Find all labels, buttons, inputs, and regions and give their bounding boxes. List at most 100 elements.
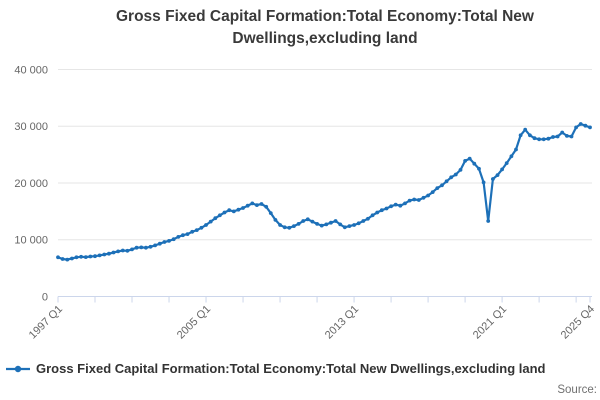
series-marker	[342, 225, 347, 230]
series-marker	[407, 198, 412, 203]
series-marker	[204, 223, 208, 227]
series-marker	[176, 235, 181, 239]
series-marker	[296, 222, 301, 226]
series-marker	[333, 219, 338, 223]
series-marker	[153, 243, 158, 248]
x-axis-label: 2013 Q1	[323, 303, 361, 341]
series-marker	[361, 219, 366, 223]
series-marker	[167, 239, 171, 243]
series-marker	[458, 168, 463, 172]
series-marker	[504, 161, 509, 166]
series-marker	[181, 233, 185, 238]
legend-marker-icon	[6, 365, 30, 372]
series-marker	[268, 211, 273, 216]
series-marker	[541, 137, 546, 142]
series-marker	[130, 247, 134, 252]
x-axis-label: 2005 Q1	[175, 303, 213, 341]
series-marker	[366, 216, 370, 221]
series-marker	[97, 253, 102, 258]
series-marker	[287, 225, 292, 230]
series-marker	[107, 251, 111, 256]
series-marker	[264, 204, 269, 209]
series-marker	[250, 201, 255, 206]
series-marker	[88, 254, 93, 259]
series-marker	[588, 125, 592, 130]
series-marker	[292, 224, 296, 229]
series-marker	[259, 202, 264, 206]
series-marker	[236, 207, 241, 212]
series-marker	[565, 134, 569, 138]
series-group[interactable]	[56, 122, 592, 262]
series-marker	[546, 136, 551, 141]
series-marker	[412, 197, 417, 202]
series-marker	[416, 198, 421, 202]
series-marker	[384, 206, 389, 211]
series-marker	[144, 245, 148, 250]
series-marker	[310, 219, 315, 224]
series-marker	[430, 190, 435, 195]
series-marker	[389, 204, 393, 209]
series-marker	[435, 186, 440, 191]
series-marker	[356, 221, 361, 226]
series-marker	[301, 219, 306, 223]
series-marker	[194, 228, 199, 233]
y-axis-label: 20 000	[14, 178, 48, 190]
legend: Gross Fixed Capital Formation:Total Econ…	[5, 361, 597, 376]
series-marker	[352, 223, 356, 227]
chart-title-line1: Gross Fixed Capital Formation:Total Econ…	[116, 8, 534, 25]
series-marker	[440, 183, 444, 188]
series-marker	[231, 209, 236, 214]
series-marker	[338, 222, 343, 227]
series-marker	[398, 203, 403, 208]
series-marker	[370, 213, 375, 218]
series-marker	[578, 122, 583, 126]
y-axis-label: 30 000	[14, 121, 48, 133]
chart-title-line2: Dwellings,excluding land	[232, 30, 418, 47]
series-marker	[569, 134, 574, 139]
y-axis-label: 0	[42, 291, 48, 303]
series-marker	[523, 127, 528, 132]
series-marker	[213, 216, 218, 221]
series-marker	[134, 245, 139, 250]
series-marker	[111, 250, 116, 255]
series-marker	[551, 135, 555, 139]
series-marker	[500, 167, 504, 172]
series-marker	[421, 195, 426, 200]
series-marker	[472, 161, 477, 166]
series-marker	[83, 255, 88, 259]
series-marker	[449, 175, 454, 180]
series-marker	[278, 223, 282, 227]
y-axis-label: 10 000	[14, 235, 48, 247]
series-marker	[583, 123, 588, 128]
series-marker	[315, 222, 319, 226]
series-marker	[139, 245, 144, 250]
series-marker	[463, 159, 467, 163]
series-marker	[375, 210, 380, 215]
series-marker	[481, 180, 486, 185]
series-marker	[347, 224, 352, 229]
series-marker	[245, 203, 250, 208]
series-marker	[495, 173, 500, 178]
series-marker	[491, 177, 495, 181]
series-marker	[199, 225, 204, 230]
series-marker	[148, 244, 153, 249]
series-marker	[403, 201, 407, 206]
series-marker	[227, 208, 232, 213]
series-marker	[574, 125, 578, 130]
series-marker	[560, 130, 565, 135]
series-marker	[426, 193, 430, 198]
series-marker	[509, 154, 514, 159]
legend-item[interactable]: Gross Fixed Capital Formation:Total Econ…	[5, 361, 545, 376]
source-label: Source:	[557, 384, 597, 396]
series-marker	[319, 223, 324, 228]
series-marker	[56, 255, 60, 260]
series-marker	[208, 219, 213, 224]
series-marker	[379, 208, 384, 213]
y-axis-label: 40 000	[14, 64, 48, 76]
series-marker	[93, 254, 97, 259]
series-marker	[190, 229, 195, 234]
series-marker	[70, 256, 74, 261]
series-marker	[157, 241, 162, 246]
